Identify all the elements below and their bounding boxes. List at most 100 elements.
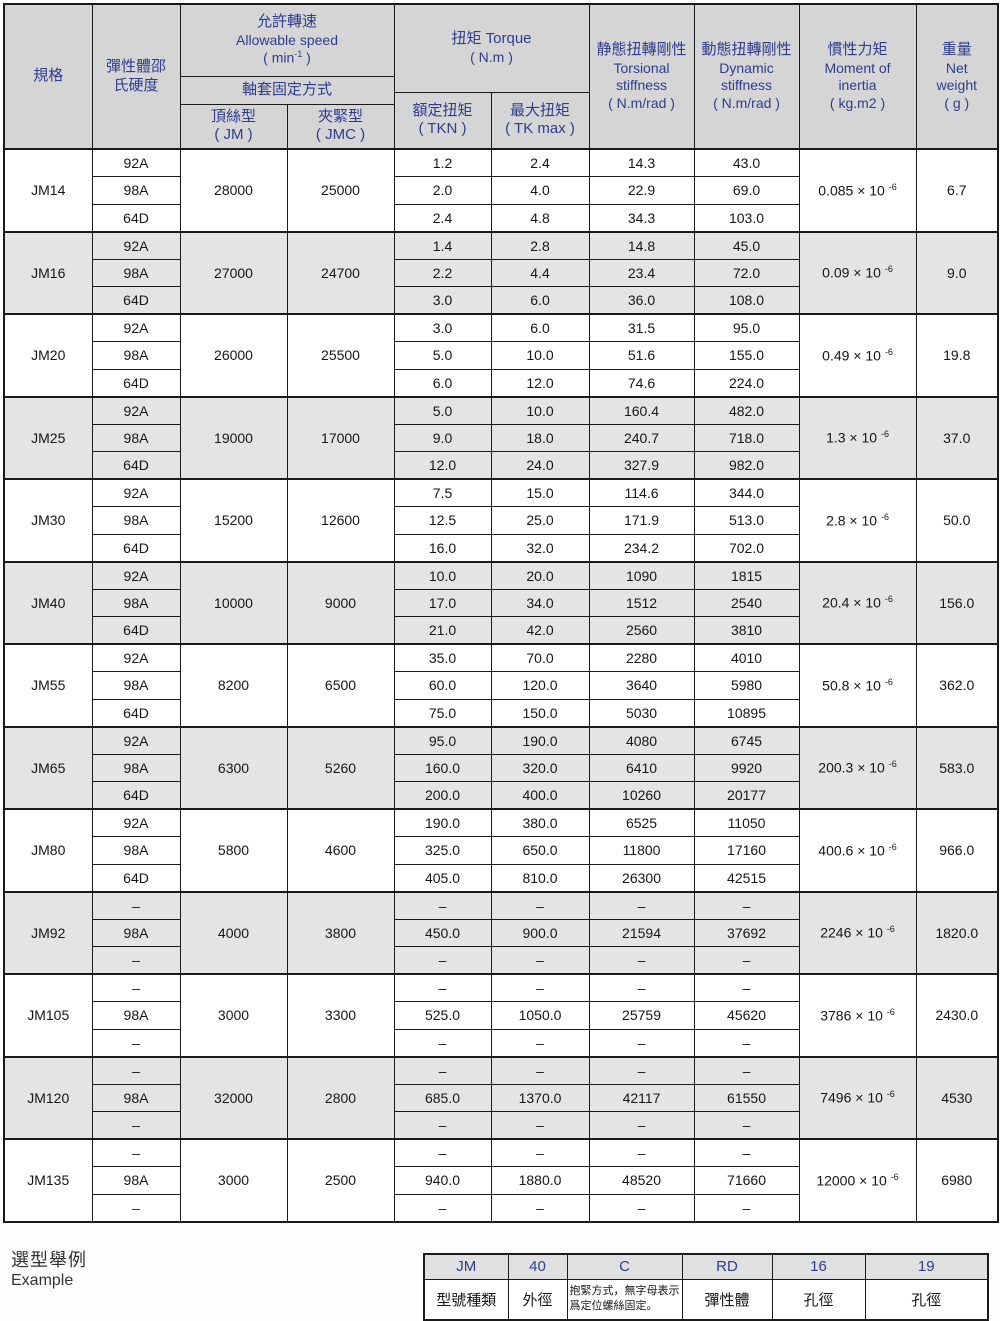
dynamic-stiffness-cell: – [693, 946, 800, 975]
speed-jmc-cell: 17000 [286, 395, 395, 480]
static-stiffness-cell: 23.4 [588, 258, 695, 287]
selection-example-section: 選型舉例 Example JM 40 C RD 16 19 型號種類 外徑 抱緊方式，無字母表示… [3, 1249, 997, 1321]
weight-cell: 2430.0 [915, 973, 999, 1057]
hardness-cell: 98A [91, 423, 181, 452]
hardness-cell: 92A [91, 230, 181, 260]
weight-cell: 4530 [915, 1055, 999, 1140]
static-stiffness-cell: 327.9 [588, 451, 695, 480]
static-stiffness-cell: 14.3 [588, 148, 695, 177]
spec-cell: JM92 [3, 890, 93, 975]
hardness-cell: – [91, 1111, 181, 1140]
static-stiffness-cell: 48520 [588, 1166, 695, 1195]
hardness-cell: – [91, 973, 181, 1002]
static-stiffness-cell: 22.9 [588, 176, 695, 205]
rated-torque-cell: 5.0 [393, 341, 492, 370]
spec-row: 64D 16.0 32.0 234.2 702.0 [4, 533, 998, 562]
rated-torque-cell: 7.5 [393, 478, 492, 507]
spec-cell: JM16 [3, 230, 93, 315]
rated-torque-cell: 5.0 [393, 395, 492, 425]
max-torque-cell: 32.0 [490, 533, 590, 562]
max-torque-cell: 1880.0 [490, 1166, 590, 1195]
col-header-max-torque: 最大扭矩( TK max ) [490, 91, 590, 150]
static-stiffness-cell: 1090 [588, 560, 695, 590]
max-torque-cell: 400.0 [490, 781, 590, 810]
dynamic-stiffness-cell: 9920 [693, 753, 800, 782]
inertia-cell: 0.09 × 10 -6 [798, 230, 917, 315]
max-torque-cell: – [490, 1138, 590, 1167]
spec-row: 64D 405.0 810.0 26300 42515 [4, 863, 998, 892]
hardness-cell: 92A [91, 313, 181, 342]
example-label-cell: 彈性體 [681, 1279, 773, 1320]
dynamic-stiffness-cell: 71660 [693, 1166, 800, 1195]
speed-jmc-cell: 5260 [286, 725, 395, 810]
rated-torque-cell: 405.0 [393, 863, 492, 892]
max-torque-cell: 4.8 [490, 203, 590, 232]
speed-jm-cell: 6300 [179, 725, 288, 810]
max-torque-cell: – [490, 1028, 590, 1057]
dynamic-stiffness-cell: 10895 [693, 698, 800, 727]
dynamic-stiffness-cell: 20177 [693, 781, 800, 810]
weight-cell: 156.0 [915, 560, 999, 645]
weight-cell: 6.7 [915, 148, 999, 232]
hardness-cell: 64D [91, 863, 181, 892]
example-code-cell: 40 [507, 1253, 568, 1280]
spec-row: JM25 92A 19000 17000 5.0 10.0 160.4 482.0 1.3 × … [3, 395, 999, 480]
dynamic-stiffness-cell: – [693, 890, 800, 920]
dynamic-stiffness-cell: – [693, 1138, 800, 1167]
static-stiffness-cell: 5030 [588, 698, 695, 727]
dynamic-stiffness-cell: 45.0 [693, 230, 800, 260]
rated-torque-cell: 2.4 [393, 203, 492, 232]
hardness-cell: 98A [91, 918, 181, 947]
rated-torque-cell: 200.0 [393, 781, 492, 810]
spec-row: 98A 5.0 10.0 51.6 155.0 [4, 341, 998, 370]
spec-row: JM92–4000 3800– – – –2246 × 10 -6 1820.0 [3, 890, 999, 975]
rated-torque-cell: – [393, 1193, 492, 1222]
weight-cell: 362.0 [915, 643, 999, 727]
spec-row: 64D 3.0 6.0 36.0 108.0 [4, 286, 998, 315]
static-stiffness-cell: 26300 [588, 863, 695, 892]
col-header-torque: 扭矩 Torque ( N.m ) [393, 3, 590, 93]
max-torque-cell: 1050.0 [490, 1001, 590, 1030]
hardness-cell: 64D [91, 451, 181, 480]
max-torque-cell: 6.0 [490, 313, 590, 342]
col-header-set-screw-type: 頂絲型( JM ) [179, 103, 288, 150]
spec-row: JM120–32000 2800– – – –7496 × 10 -6 4530 [3, 1055, 999, 1140]
max-torque-cell: – [490, 1055, 590, 1085]
spec-cell: JM20 [3, 313, 93, 397]
speed-jmc-cell: 6500 [286, 643, 395, 727]
speed-jm-cell: 8200 [179, 643, 288, 727]
max-torque-cell: 1370.0 [490, 1083, 590, 1112]
spec-row: 98A 60.0 120.0 3640 5980 [4, 671, 998, 700]
hardness-cell: 98A [91, 1166, 181, 1195]
rated-torque-cell: 12.0 [393, 451, 492, 480]
static-stiffness-cell: – [588, 1193, 695, 1222]
hardness-cell: – [91, 1138, 181, 1167]
static-stiffness-cell: 31.5 [588, 313, 695, 342]
dynamic-stiffness-cell: 72.0 [693, 258, 800, 287]
hardness-cell: 64D [91, 203, 181, 232]
weight-cell: 37.0 [915, 395, 999, 480]
inertia-cell: 1.3 × 10 -6 [798, 395, 917, 480]
speed-jmc-cell: 9000 [286, 560, 395, 645]
dynamic-stiffness-cell: – [693, 973, 800, 1002]
spec-table: 規格 彈性體邵氏硬度 允許轉速 Allowable speed ( min-1 … [3, 3, 1000, 1223]
dynamic-stiffness-cell: 344.0 [693, 478, 800, 507]
static-stiffness-cell: – [588, 1055, 695, 1085]
speed-jmc-cell: 12600 [286, 478, 395, 562]
max-torque-cell: – [490, 890, 590, 920]
allowable-speed-zh: 允許轉速 [256, 13, 317, 31]
dynamic-stiffness-cell: 6745 [693, 725, 800, 755]
static-stiffness-cell: 11800 [588, 836, 695, 865]
static-stiffness-cell: 171.9 [588, 506, 695, 535]
spec-table-body: JM14 92A 28000 25000 1.2 2.4 14.3 43.0 0.085 × 1… [3, 148, 999, 1222]
spec-row: 98A 940.0 1880.0 48520 71660 [4, 1166, 998, 1195]
spec-cell: JM55 [3, 643, 93, 727]
example-code-cell: RD [681, 1253, 773, 1280]
max-torque-cell: 24.0 [490, 451, 590, 480]
example-code-row: JM 40 C RD 16 19 [423, 1253, 989, 1280]
spec-row: 64D 12.0 24.0 327.9 982.0 [4, 451, 998, 480]
example-label-cell: 型號種類 [423, 1279, 509, 1320]
spec-cell: JM25 [3, 395, 93, 480]
max-torque-cell: 650.0 [490, 836, 590, 865]
dynamic-stiffness-cell: 108.0 [693, 286, 800, 315]
